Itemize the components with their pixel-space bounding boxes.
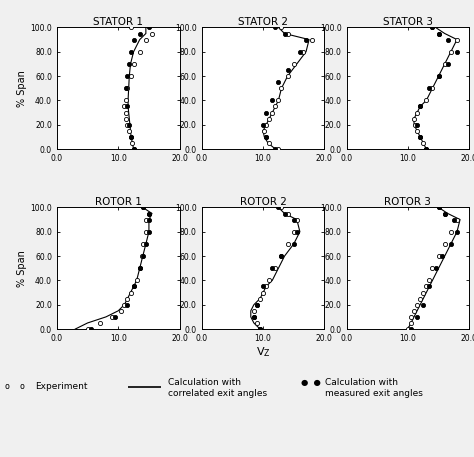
Text: ●  ●: ● ●	[301, 378, 321, 387]
Y-axis label: % Span: % Span	[18, 70, 27, 106]
Title: STATOR 1: STATOR 1	[93, 16, 143, 27]
Text: Calculation with: Calculation with	[168, 378, 241, 387]
Title: ROTOR 3: ROTOR 3	[384, 197, 431, 207]
Text: Experiment: Experiment	[36, 382, 88, 391]
Title: ROTOR 2: ROTOR 2	[240, 197, 286, 207]
Text: correlated exit angles: correlated exit angles	[168, 388, 267, 398]
Text: measured exit angles: measured exit angles	[325, 388, 422, 398]
Title: STATOR 2: STATOR 2	[238, 16, 288, 27]
Text: Calculation with: Calculation with	[325, 378, 398, 387]
Title: STATOR 3: STATOR 3	[383, 16, 433, 27]
X-axis label: $\mathregular{V_Z}$: $\mathregular{V_Z}$	[256, 345, 270, 360]
Title: ROTOR 1: ROTOR 1	[95, 197, 142, 207]
Text: o  o: o o	[5, 382, 25, 391]
Y-axis label: % Span: % Span	[18, 250, 27, 287]
